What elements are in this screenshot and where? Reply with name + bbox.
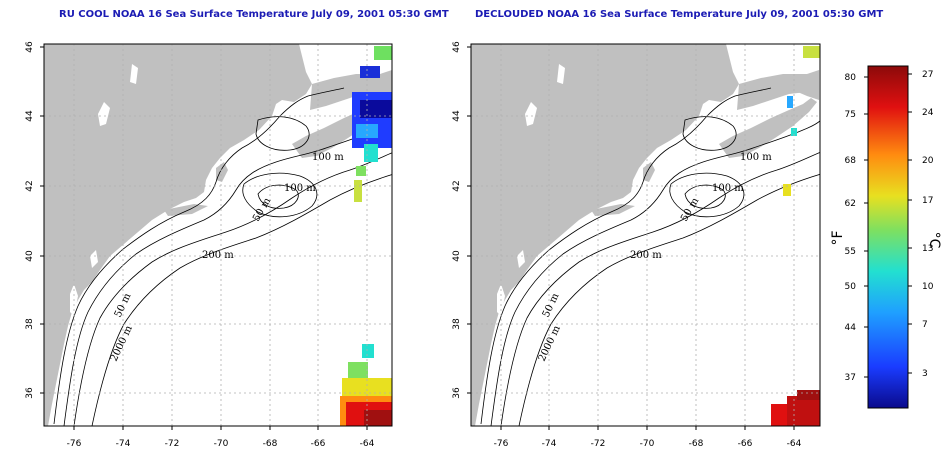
colorbar-c-tick: 10 — [922, 282, 934, 292]
right-x-tick: -74 — [542, 439, 557, 449]
left-map-panel: 100 m 100 m 50 m 200 m 50 m 2000 m -76 -… — [25, 41, 393, 449]
left-x-tick: -64 — [360, 439, 375, 449]
left-contour-label: 100 m — [284, 183, 316, 194]
left-y-tick: 42 — [25, 180, 35, 191]
colorbar-c-tick: 3 — [922, 369, 928, 379]
right-x-tick: -76 — [494, 439, 509, 449]
colorbar-f-tick: 37 — [845, 373, 856, 383]
right-y-tick: 42 — [452, 180, 462, 191]
right-contour-label: 200 m — [630, 250, 662, 261]
colorbar-c-tick: 27 — [922, 70, 933, 80]
left-y-tick: 38 — [25, 318, 35, 330]
left-x-tick: -74 — [116, 439, 131, 449]
colorbar-c-tick: 17 — [922, 196, 933, 206]
colorbar: 80 75 68 62 55 50 44 37 27 24 20 17 13 1… — [830, 65, 942, 409]
colorbar-f-tick: 44 — [845, 323, 857, 333]
colorbar-gradient — [867, 65, 909, 409]
right-frame — [470, 43, 821, 427]
right-x-tick: -72 — [591, 439, 606, 449]
colorbar-f-tick: 55 — [845, 247, 856, 257]
colorbar-c-tick: 24 — [922, 108, 934, 118]
colorbar-f-tick: 68 — [845, 156, 857, 166]
left-frame — [43, 43, 393, 427]
left-y-tick: 40 — [25, 250, 35, 262]
colorbar-c-tick: 20 — [922, 156, 934, 166]
colorbar-f-tick: 75 — [845, 110, 856, 120]
colorbar-f-tick: 50 — [845, 282, 857, 292]
right-x-tick: -64 — [787, 439, 802, 449]
left-ticks — [40, 46, 368, 430]
right-x-tick: -70 — [640, 439, 655, 449]
left-x-tick: -76 — [67, 439, 82, 449]
right-contour-label: 100 m — [740, 152, 772, 163]
colorbar-f-tick: 62 — [845, 199, 856, 209]
right-y-tick: 46 — [452, 41, 462, 53]
left-x-tick: -68 — [263, 439, 278, 449]
right-contour-label: 100 m — [712, 183, 744, 194]
right-map-panel: 100 m 100 m 50 m 200 m 50 m 2000 m -76 -… — [452, 41, 821, 449]
right-y-tick: 38 — [452, 318, 462, 330]
left-x-tick: -66 — [311, 439, 326, 449]
right-y-tick: 36 — [452, 387, 462, 399]
left-sst-patch-north — [352, 46, 392, 202]
right-y-tick: 44 — [452, 110, 462, 122]
fahrenheit-unit-label: °F — [830, 230, 846, 245]
left-contour-label: 200 m — [202, 250, 234, 261]
right-panel-title: DECLOUDED NOAA 16 Sea Surface Temperatur… — [475, 9, 884, 20]
left-y-tick: 44 — [25, 110, 35, 122]
celsius-unit-label: °C — [926, 232, 942, 249]
right-x-tick: -68 — [689, 439, 704, 449]
left-panel-title: RU COOL NOAA 16 Sea Surface Temperature … — [59, 9, 449, 20]
colorbar-f-tick: 80 — [845, 73, 857, 83]
right-x-tick: -66 — [738, 439, 753, 449]
left-y-tick: 36 — [25, 387, 35, 399]
left-y-tick: 46 — [25, 41, 35, 53]
left-x-tick: -70 — [214, 439, 229, 449]
colorbar-c-tick: 13 — [922, 244, 933, 254]
right-sst-patch-north — [783, 46, 820, 196]
colorbar-c-tick: 7 — [922, 320, 928, 330]
right-sst-patch-south — [771, 390, 820, 426]
left-contour-label: 100 m — [312, 152, 344, 163]
right-grid — [471, 44, 820, 426]
left-x-tick: -72 — [165, 439, 180, 449]
right-ticks — [467, 46, 795, 430]
right-y-tick: 40 — [452, 250, 462, 262]
colorbar-ticks — [864, 73, 912, 378]
left-grid — [44, 44, 392, 426]
